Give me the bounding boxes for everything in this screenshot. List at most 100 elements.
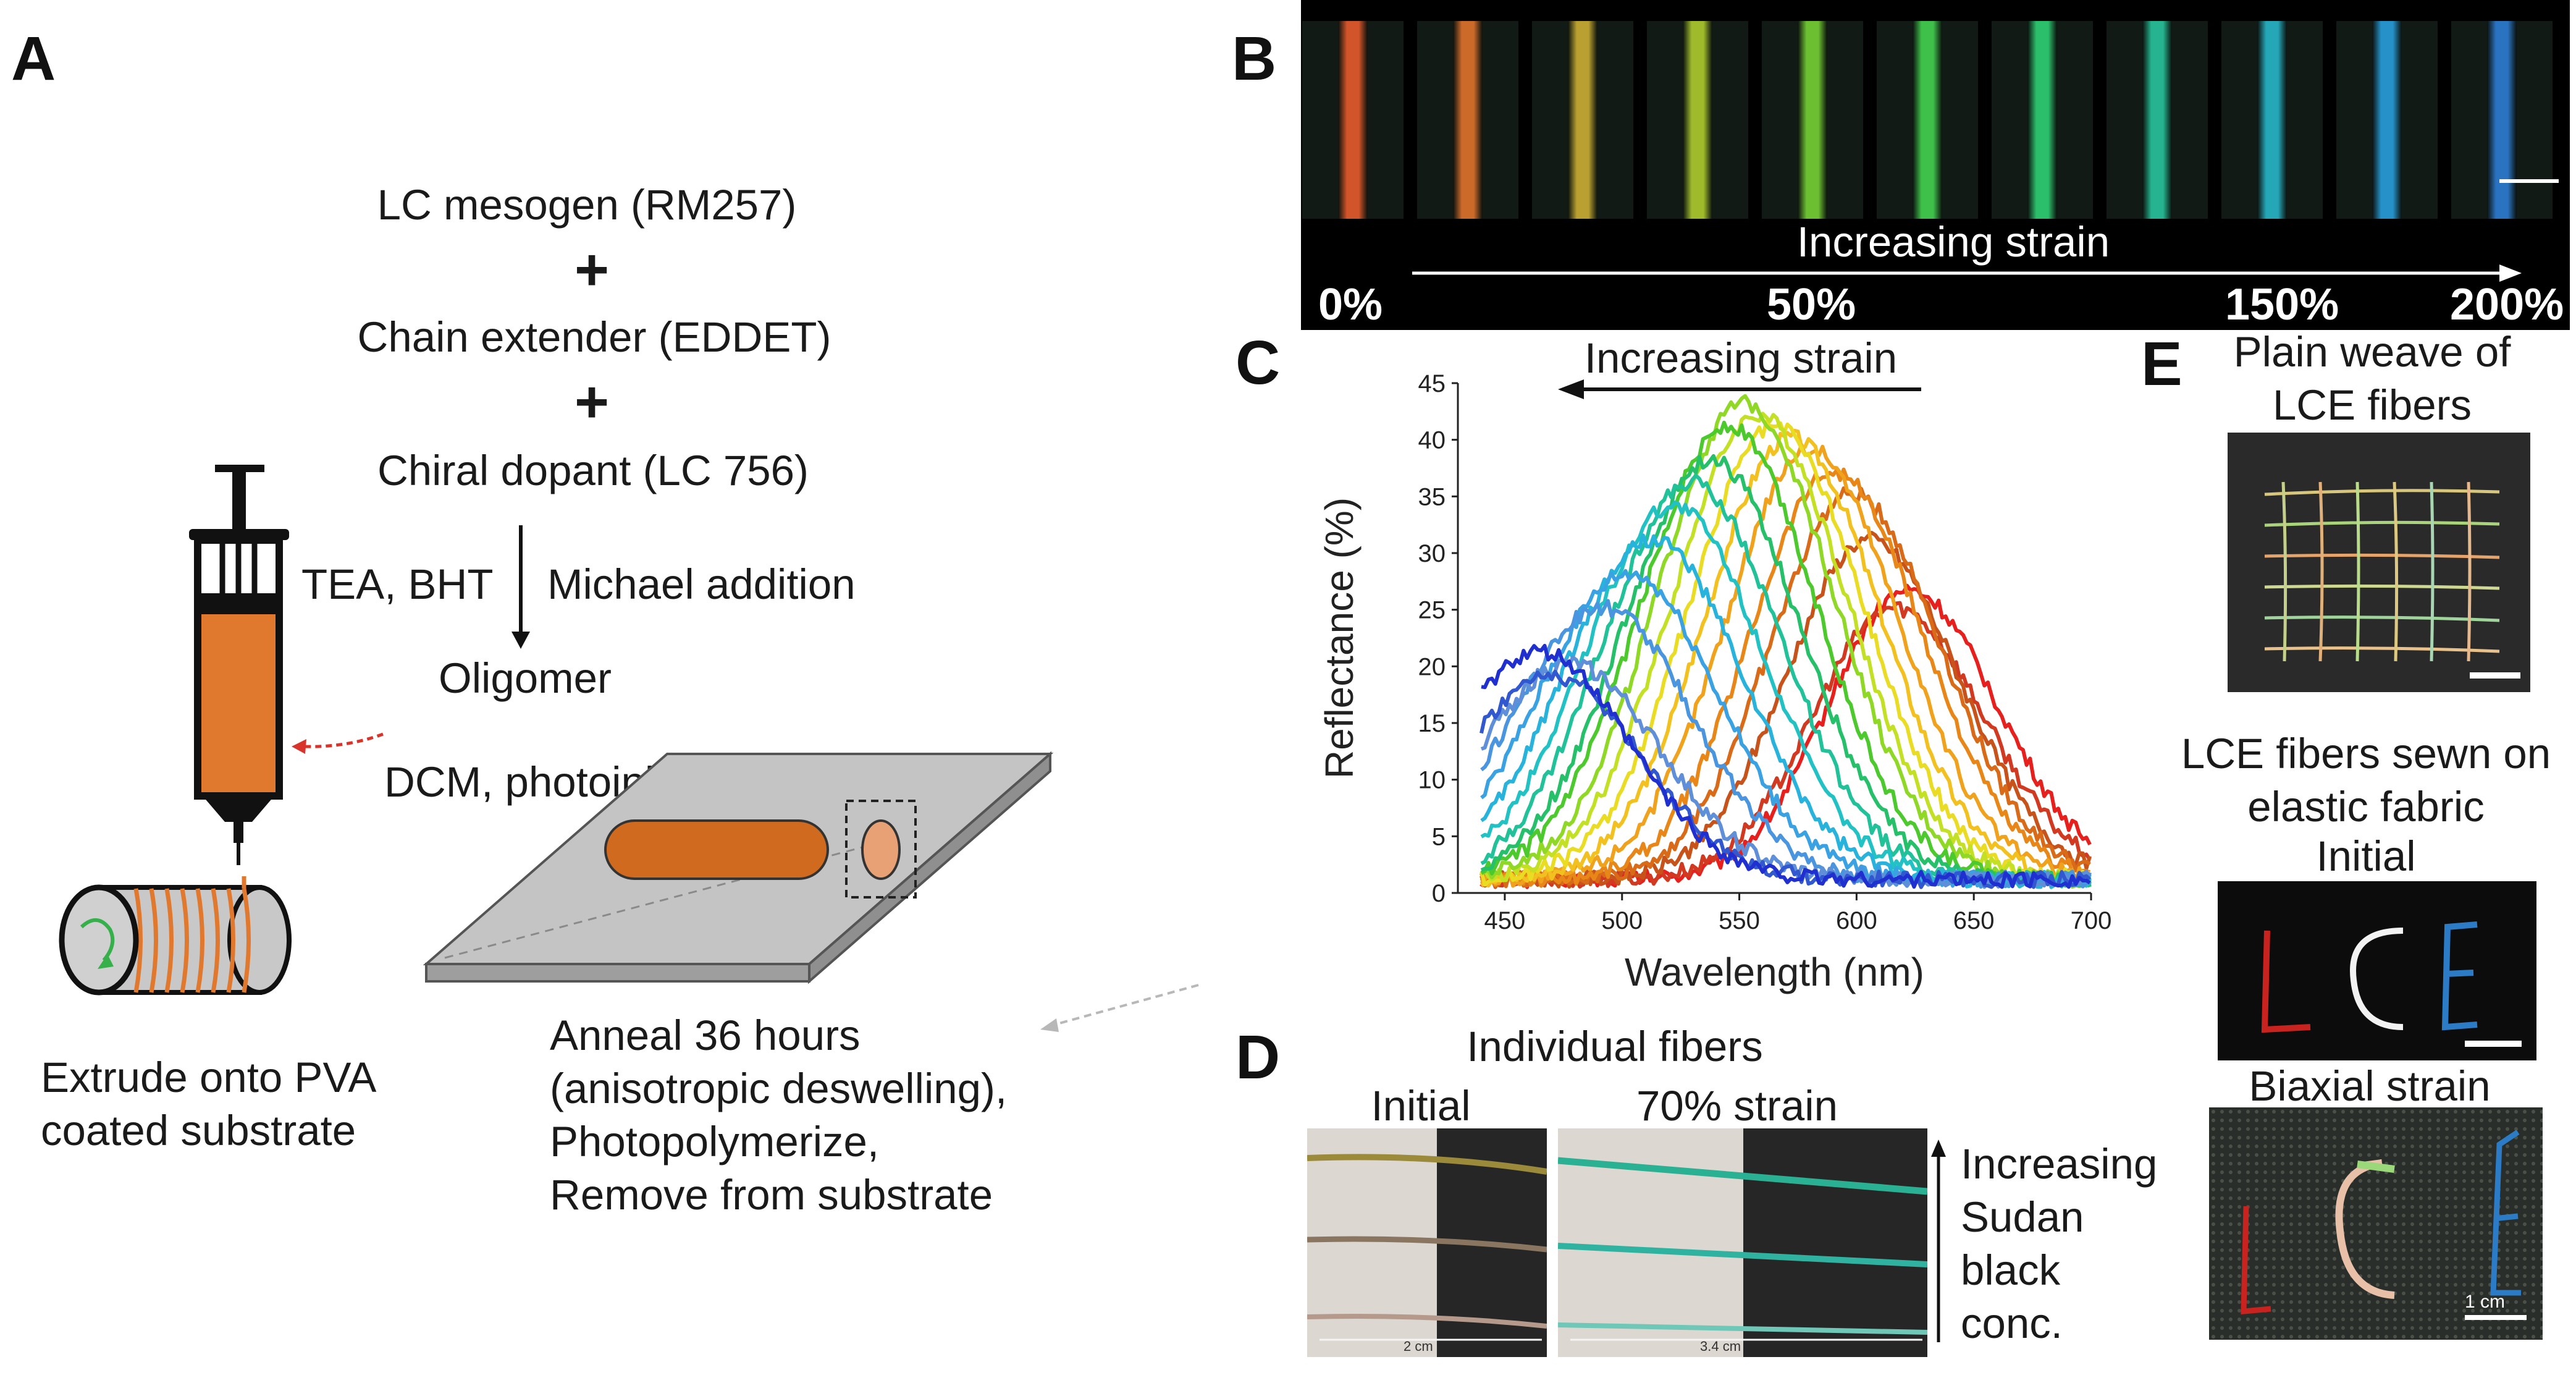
- plain-weave-title-1: Plain weave of: [2233, 328, 2511, 376]
- spectrum-line-10: [1480, 394, 2092, 889]
- increasing-strain-arrow-c: [1558, 379, 1921, 399]
- fiber-6: [1913, 21, 1942, 219]
- spectrum-line-20: [1481, 643, 2091, 889]
- scale-1cm-label: 1 cm: [2465, 1292, 2506, 1312]
- scale-bar: [2499, 179, 2559, 183]
- oligomer-label: Oligomer: [439, 654, 612, 702]
- strain-70-label-d: 70% strain: [1636, 1082, 1838, 1130]
- y-tick-label-7: 35: [1418, 483, 1446, 510]
- fiber-1: [1338, 21, 1368, 219]
- plus-sign-1: +: [574, 237, 610, 303]
- anneal-label-line1: Anneal 36 hours: [550, 1012, 861, 1059]
- mesogen-label: LC mesogen (RM257): [377, 181, 797, 229]
- fiber-3: [1568, 21, 1597, 219]
- fiber-strip-2: [1417, 21, 1518, 219]
- spectrum-line-6: [1480, 442, 2090, 888]
- panel-letter-a: A: [11, 24, 56, 93]
- fiber-strip-1: [1302, 21, 1404, 219]
- plain-weave-title-2: LCE fibers: [2272, 381, 2472, 429]
- substrate-plate-illustration: [423, 751, 1054, 984]
- fiber-strip-11: [2451, 21, 2553, 219]
- y-tick-label-0: 0: [1432, 880, 1446, 907]
- y-tick-label-6: 30: [1418, 540, 1446, 567]
- x-axis-label: Wavelength (nm): [1625, 950, 1924, 994]
- spectrum-line-14: [1480, 501, 2092, 889]
- sudan-label-d: Sudan: [1961, 1193, 2084, 1241]
- weave-grid: [2228, 433, 2530, 692]
- sewn-title-1: LCE fibers sewn on: [2181, 730, 2551, 777]
- increasing-label-d: Increasing: [1961, 1140, 2158, 1188]
- fiber-strip-6: [1877, 21, 1978, 219]
- strain-pct-200: 200%: [2450, 280, 2564, 329]
- anneal-label-line2: (anisotropic deswelling),: [550, 1065, 1008, 1112]
- panel-letter-d: D: [1235, 1023, 1281, 1092]
- reaction-down-arrow: [511, 525, 530, 649]
- strain-pct-150: 150%: [2225, 280, 2339, 329]
- fiber-7: [2027, 21, 2057, 219]
- plus-sign-2: +: [574, 369, 610, 435]
- chiral-dopant-label: Chiral dopant (LC 756): [377, 447, 809, 494]
- fiber-strip-4: [1647, 21, 1748, 219]
- strain-pct-0: 0%: [1318, 280, 1383, 329]
- x-tick-label-2: 550: [1719, 907, 1760, 934]
- sewn-title-2: elastic fabric: [2247, 783, 2485, 831]
- plain-weave-photo: [2228, 433, 2530, 692]
- spectrum-line-4: [1480, 486, 2091, 889]
- y-tick-label-3: 15: [1418, 710, 1446, 737]
- fiber-strip-10: [2336, 21, 2438, 219]
- fiber-strip-7: [1992, 21, 2093, 219]
- panel-letter-b: B: [1232, 24, 1277, 93]
- sewn-title-3: Initial: [2316, 832, 2416, 880]
- scale-3-4cm-label: 3.4 cm: [1700, 1339, 1741, 1354]
- y-tick-label-4: 20: [1418, 653, 1446, 680]
- fiber-4: [1683, 21, 1712, 219]
- biaxial-strain-title: Biaxial strain: [2249, 1062, 2491, 1110]
- fibers-strained-photo: 3.4 cm: [1558, 1128, 1927, 1357]
- dashed-red-arrow: [292, 732, 384, 754]
- conc-label-d: conc.: [1961, 1300, 2063, 1347]
- lce-letters-initial: [2261, 921, 2478, 1033]
- lce-initial-photo: [2218, 881, 2536, 1060]
- chain-extender-label: Chain extender (EDDET): [357, 313, 831, 361]
- fiber-strip-5: [1762, 21, 1863, 219]
- lce-biaxial-photo: 1 cm: [2209, 1107, 2543, 1340]
- fiber-5: [1798, 21, 1827, 219]
- black-label-d: black: [1961, 1246, 2061, 1294]
- panel-letter-c: C: [1235, 328, 1281, 397]
- x-tick-label-5: 700: [2071, 907, 2112, 934]
- x-tick-label-3: 600: [1836, 907, 1877, 934]
- x-tick-label-1: 500: [1601, 907, 1643, 934]
- fiber-2: [1453, 21, 1483, 219]
- increasing-strain-label-b: Increasing strain: [1796, 218, 2110, 266]
- reflectance-spectra-chart: 0 5 10 15 20 25 30 35 40 45 450 500 550 600 650 700 Wave…: [1317, 371, 2112, 994]
- panel-letter-e: E: [2141, 329, 2182, 399]
- individual-fibers-title: Individual fibers: [1467, 1023, 1763, 1070]
- scale-bar-e2: [2465, 1041, 2522, 1047]
- fiber-8: [2142, 21, 2172, 219]
- scale-bar-e3: [2465, 1315, 2527, 1320]
- initial-label-d: Initial: [1371, 1082, 1471, 1130]
- fibers-initial-photo: 2 cm: [1307, 1128, 1547, 1357]
- strain-arrow-b: [1412, 264, 2522, 282]
- spectrum-line-19: [1480, 669, 2092, 889]
- michael-addition-label: Michael addition: [547, 560, 856, 608]
- fiber-strip-8: [2107, 21, 2208, 219]
- y-tick-label-2: 10: [1418, 767, 1446, 794]
- fiber-strip-3: [1532, 21, 1633, 219]
- anneal-label-line4: Remove from substrate: [550, 1171, 993, 1219]
- lce-letters-biaxial: [2209, 1107, 2543, 1340]
- increasing-strain-label-c: Increasing strain: [1584, 334, 1898, 382]
- spectrum-line-8: [1480, 420, 2091, 887]
- spectrum-line-11: [1480, 420, 2092, 887]
- extrude-label-line1: Extrude onto PVA: [41, 1054, 377, 1101]
- fiber-9: [2257, 21, 2287, 219]
- scale-bar-e1: [2470, 672, 2520, 679]
- syringe-illustration: [189, 465, 289, 865]
- y-tick-label-9: 45: [1418, 371, 1446, 397]
- fiber-strain-strip-panel: Increasing strain 0% 50% 150% 200%: [1301, 0, 2570, 330]
- x-tick-label-4: 650: [1953, 907, 1995, 934]
- fiber-11: [2487, 21, 2517, 219]
- y-tick-label-5: 25: [1418, 597, 1446, 624]
- anneal-label-line3: Photopolymerize,: [550, 1118, 880, 1165]
- rotating-cylinder-illustration: [59, 876, 292, 996]
